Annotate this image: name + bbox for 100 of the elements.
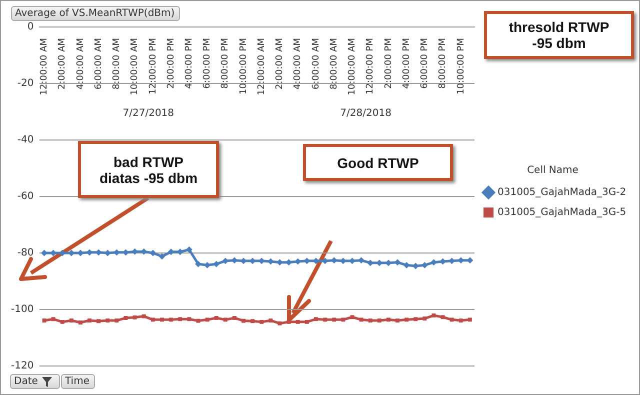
point [404, 318, 409, 322]
point [312, 258, 320, 264]
point [114, 318, 119, 322]
x-tick-label: 12:00:00 PM [366, 38, 376, 94]
point [60, 320, 64, 324]
x-tick-label: 12:00:00 AM [256, 38, 267, 96]
point [403, 262, 410, 268]
x-tick-label: 8:00:00 PM [220, 38, 231, 89]
point [196, 318, 200, 323]
point [176, 248, 184, 256]
point [349, 258, 356, 264]
point [450, 318, 454, 322]
point [42, 318, 46, 322]
point [88, 318, 92, 322]
point [150, 318, 155, 322]
x-tick-label: 10:00:00 PM [238, 38, 249, 94]
point [430, 259, 437, 266]
point [232, 316, 236, 320]
legend-title: Cell Name [527, 165, 578, 176]
point [69, 318, 74, 322]
point [250, 319, 255, 324]
x-tick-label: 12:00:00 AM [40, 38, 50, 96]
point [350, 315, 354, 320]
x-tick-label: 4:00:00 PM [402, 38, 412, 89]
y-tick-label: -100 [10, 304, 34, 316]
point [242, 318, 246, 323]
x-tick-label: 12:00:00 PM [148, 38, 158, 94]
point [421, 262, 428, 268]
point [168, 248, 174, 256]
point [304, 320, 309, 324]
x-tick-label: 4:00:00 AM [293, 38, 304, 90]
x-tick-label: 8:00:00 AM [329, 38, 340, 90]
point [466, 257, 474, 264]
x-tick-label: 6:00:00 AM [311, 38, 322, 90]
x-tick-label: 2:00:00 PM [384, 38, 394, 89]
y-axis-title: Average of VS.MeanRTWP(dBm) [11, 6, 180, 21]
point [231, 257, 238, 264]
text: Date [14, 376, 38, 387]
point [86, 249, 93, 256]
point [341, 318, 346, 322]
x-tick-label: 8:00:00 PM [438, 38, 448, 89]
point [314, 317, 318, 322]
annotation: 7/28/2018 [340, 108, 392, 120]
point [96, 319, 101, 324]
point [140, 248, 148, 255]
point [414, 317, 418, 322]
x-tick-label: 6:00:00 AM [94, 38, 104, 90]
point [286, 320, 291, 324]
x-tick-label: 4:00:00 AM [76, 38, 86, 90]
y-tick-label: 0 [27, 22, 34, 33]
point [169, 318, 174, 322]
point [249, 258, 256, 264]
point [214, 316, 218, 320]
point [205, 318, 210, 322]
point [330, 257, 338, 264]
y-tick-label: -80 [17, 248, 34, 259]
x-tick-label: 10:00:00 PM [456, 38, 466, 94]
point [51, 317, 56, 322]
point [286, 259, 292, 266]
point [187, 317, 192, 322]
y-tick-label: -60 [17, 191, 34, 202]
point [142, 314, 146, 318]
x-tick-label: 4:00:00 PM [184, 38, 195, 89]
point [440, 258, 446, 265]
point [377, 318, 382, 322]
x-tick-label: 6:00:00 PM [202, 38, 213, 89]
point [260, 320, 264, 324]
legend-label: 031005_GajahMada_3G-5 [498, 207, 626, 218]
point [150, 250, 156, 256]
y-tick-label: -120 [10, 360, 34, 372]
x-tick-label: 8:00:00 AM [112, 38, 122, 90]
point [178, 317, 182, 322]
point [332, 318, 336, 322]
point [213, 260, 220, 268]
point [396, 318, 400, 322]
point [122, 249, 129, 256]
point [78, 320, 82, 324]
legend-label: 031005_GajahMada_3G-2 [498, 187, 626, 198]
point [323, 318, 328, 322]
x-tick-label: 2:00:00 AM [275, 38, 286, 90]
x-tick-label: 2:00:00 PM [166, 38, 176, 89]
point [204, 262, 210, 268]
point [368, 318, 372, 322]
y-tick-label: -20 [17, 78, 34, 90]
point [268, 318, 273, 322]
point [386, 318, 390, 322]
point [296, 320, 300, 324]
x-tick-label: 10:00:00 AM [348, 38, 358, 96]
x-tick-label: 6:00:00 PM [420, 38, 430, 89]
point [468, 318, 472, 322]
point [394, 259, 401, 266]
point [186, 246, 192, 253]
x-tick-label: 10:00:00 AM [130, 38, 140, 96]
point [458, 318, 463, 322]
text: Time [65, 376, 90, 387]
point [422, 316, 427, 321]
point [160, 318, 164, 322]
point [440, 315, 445, 320]
point [458, 257, 464, 264]
annotation: 7/27/2018 [122, 108, 174, 120]
